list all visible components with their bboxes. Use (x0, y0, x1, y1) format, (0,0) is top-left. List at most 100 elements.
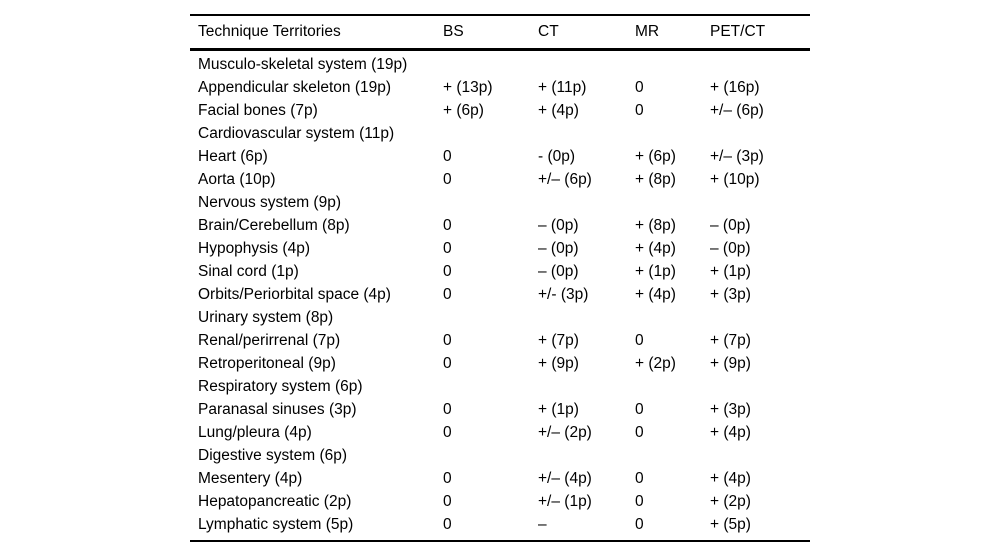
territory-cell: Paranasal sinuses (3p) (198, 400, 357, 418)
value-cell: + (10p) (710, 170, 760, 188)
territory-cell: Urinary system (8p) (198, 308, 334, 326)
value-cell: + (6p) (443, 101, 484, 119)
territory-cell: Retroperitoneal (9p) (198, 354, 336, 372)
table-row: Musculo-skeletal system (19p) (190, 50, 810, 77)
value-cell (443, 122, 538, 145)
value-cell: + (1p) (710, 262, 751, 280)
territory-cell: Hypophysis (4p) (198, 239, 310, 257)
table-row: Appendicular skeleton (19p) + (13p) + (11p… (190, 76, 810, 99)
value-cell: +/– (2p) (538, 423, 592, 441)
value-cell: + (2p) (710, 492, 751, 510)
value-cell: 0 (443, 216, 452, 234)
value-cell (710, 50, 810, 77)
table-row: Cardiovascular system (11p) (190, 122, 810, 145)
value-cell: 0 (443, 285, 452, 303)
table-row: Hypophysis (4p) 0 – (0p) + (4p) – (0p) (190, 237, 810, 260)
territory-cell: Sinal cord (1p) (198, 262, 299, 280)
value-cell (710, 191, 810, 214)
value-cell: + (8p) (635, 216, 676, 234)
value-cell: + (4p) (635, 285, 676, 303)
value-cell: – (0p) (538, 239, 579, 257)
table-row: Sinal cord (1p) 0 – (0p) + (1p) + (1p) (190, 260, 810, 283)
col-header-petct: PET/CT (710, 23, 766, 40)
territory-cell: Respiratory system (6p) (198, 377, 363, 395)
value-cell (443, 50, 538, 77)
value-cell: + (4p) (710, 469, 751, 487)
value-cell: 0 (635, 469, 644, 487)
value-cell: – (0p) (538, 262, 579, 280)
territory-cell: Musculo-skeletal system (19p) (198, 55, 408, 73)
value-cell (635, 50, 710, 77)
value-cell (635, 306, 710, 329)
value-cell: + (13p) (443, 78, 493, 96)
table-row: Respiratory system (6p) (190, 375, 810, 398)
table-row: Heart (6p) 0 - (0p) + (6p) +/– (3p) (190, 145, 810, 168)
value-cell: +/– (6p) (710, 101, 764, 119)
value-cell: + (16p) (710, 78, 760, 96)
territory-cell: Lymphatic system (5p) (198, 515, 354, 533)
table-row: Urinary system (8p) (190, 306, 810, 329)
value-cell: 0 (635, 331, 644, 349)
value-cell (538, 375, 635, 398)
value-cell (710, 375, 810, 398)
value-cell: + (9p) (538, 354, 579, 372)
table-row: Lung/pleura (4p) 0 +/– (2p) 0 + (4p) (190, 421, 810, 444)
value-cell (443, 444, 538, 467)
value-cell: + (7p) (710, 331, 751, 349)
value-cell: 0 (635, 515, 644, 533)
value-cell: + (9p) (710, 354, 751, 372)
value-cell: – (0p) (538, 216, 579, 234)
value-cell: 0 (443, 331, 452, 349)
value-cell (710, 444, 810, 467)
value-cell: 0 (443, 492, 452, 510)
table-row: Renal/perirrenal (7p) 0 + (7p) 0 + (7p) (190, 329, 810, 352)
value-cell: – (538, 515, 547, 533)
table-row: Paranasal sinuses (3p) 0 + (1p) 0 + (3p) (190, 398, 810, 421)
col-header-mr: MR (635, 23, 660, 40)
value-cell (443, 306, 538, 329)
territory-cell: Appendicular skeleton (19p) (198, 78, 392, 96)
table-row: Aorta (10p) 0 +/– (6p) + (8p) + (10p) (190, 168, 810, 191)
value-cell (538, 122, 635, 145)
table-row: Nervous system (9p) (190, 191, 810, 214)
value-cell (635, 375, 710, 398)
col-header-bs: BS (443, 23, 464, 40)
value-cell: 0 (443, 354, 452, 372)
value-cell: +/– (4p) (538, 469, 592, 487)
value-cell (538, 50, 635, 77)
table-row: Lymphatic system (5p) 0 – 0 + (5p) (190, 513, 810, 541)
territory-cell: Lung/pleura (4p) (198, 423, 312, 441)
value-cell: + (4p) (635, 239, 676, 257)
value-cell (538, 191, 635, 214)
value-cell: 0 (635, 78, 644, 96)
table-row: Orbits/Periorbital space (4p) 0 +/- (3p) + … (190, 283, 810, 306)
value-cell: 0 (443, 423, 452, 441)
value-cell: 0 (443, 170, 452, 188)
value-cell (443, 191, 538, 214)
table-row: Hepatopancreatic (2p) 0 +/– (1p) 0 + (2p) (190, 490, 810, 513)
value-cell (538, 306, 635, 329)
value-cell: 0 (635, 423, 644, 441)
value-cell: 0 (443, 400, 452, 418)
value-cell: - (0p) (538, 147, 576, 165)
value-cell: 0 (443, 515, 452, 533)
value-cell (635, 191, 710, 214)
value-cell: + (1p) (635, 262, 676, 280)
col-header-ct: CT (538, 23, 559, 40)
table-row: Retroperitoneal (9p) 0 + (9p) + (2p) + (9p) (190, 352, 810, 375)
value-cell: + (11p) (538, 78, 587, 96)
territory-cell: Digestive system (6p) (198, 446, 348, 464)
territory-cell: Brain/Cerebellum (8p) (198, 216, 350, 234)
value-cell: 0 (443, 239, 452, 257)
value-cell: + (3p) (710, 400, 751, 418)
territory-cell: Nervous system (9p) (198, 193, 341, 211)
territory-cell: Mesentery (4p) (198, 469, 303, 487)
technique-territories-table: Technique Territories BS CT MR PET/CT Mu… (190, 14, 810, 542)
value-cell (538, 444, 635, 467)
value-cell (710, 122, 810, 145)
value-cell: 0 (443, 469, 452, 487)
territory-cell: Hepatopancreatic (2p) (198, 492, 352, 510)
territory-cell: Orbits/Periorbital space (4p) (198, 285, 391, 303)
value-cell: +/– (1p) (538, 492, 592, 510)
